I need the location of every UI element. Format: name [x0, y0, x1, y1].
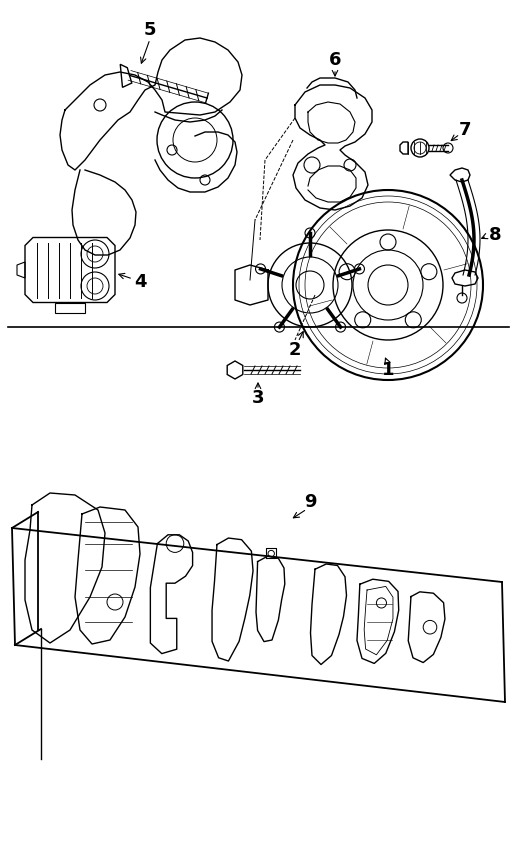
Text: 2: 2: [289, 341, 301, 359]
Text: 8: 8: [489, 226, 501, 244]
Text: 3: 3: [252, 389, 264, 407]
Text: 6: 6: [329, 51, 341, 69]
Text: 9: 9: [304, 493, 316, 511]
Text: 1: 1: [382, 361, 394, 379]
Text: 5: 5: [144, 21, 156, 39]
Text: 4: 4: [134, 273, 146, 291]
Text: 7: 7: [459, 121, 472, 139]
